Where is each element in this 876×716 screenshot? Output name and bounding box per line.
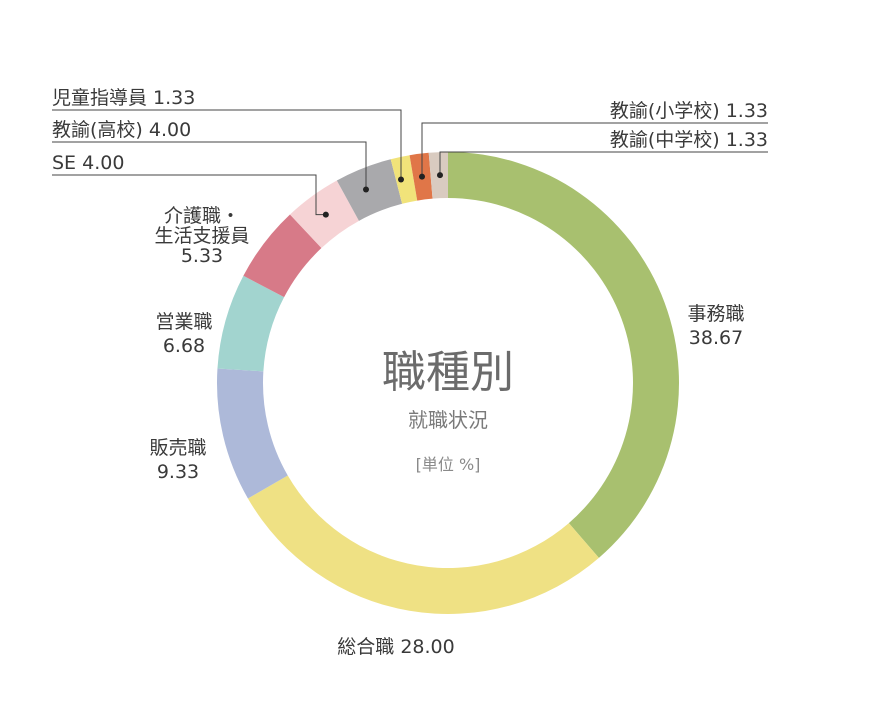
donut-slice xyxy=(217,368,288,499)
slice-label: 総合職 28.00 xyxy=(337,636,454,658)
leader-line xyxy=(52,141,367,190)
slice-label: 児童指導員 1.33 xyxy=(52,87,195,109)
donut-slice xyxy=(247,475,599,614)
leader-line xyxy=(439,151,768,176)
slice-label: 介護職・生活支援員 5.33 xyxy=(154,205,249,267)
chart-title: 職種別 xyxy=(382,347,514,398)
slice-label: 事務職 38.67 xyxy=(687,303,744,349)
leader-line xyxy=(421,122,768,177)
donut-slice xyxy=(448,152,680,558)
leader-dot xyxy=(322,211,329,218)
slice-label: SE 4.00 xyxy=(52,152,124,174)
slice-labels: 事務職 38.67 総合職 28.00 販売職 9.33 営業職 6.68 介護職・生活支援員… xyxy=(52,87,768,658)
donut-slice xyxy=(243,214,322,298)
chart-unit: [単位 %] xyxy=(416,455,481,474)
donut-slice xyxy=(217,275,285,372)
leader-line xyxy=(52,174,326,216)
leader-dot xyxy=(398,176,404,183)
leader-dot xyxy=(419,173,425,180)
slice-label: 教諭(小学校) 1.33 xyxy=(610,100,768,122)
slice-label: 営業職 6.68 xyxy=(155,311,212,357)
leader-dot xyxy=(437,172,443,179)
leader-dot xyxy=(363,186,369,193)
slice-label: 教諭(中学校) 1.33 xyxy=(610,129,768,151)
leader-line xyxy=(52,109,402,180)
slice-label: 教諭(高校) 4.00 xyxy=(52,119,191,141)
chart-subtitle: 就職状況 xyxy=(408,408,488,432)
donut-slice xyxy=(336,159,403,221)
leader-lines xyxy=(52,109,768,218)
slice-label: 販売職 9.33 xyxy=(149,437,206,483)
